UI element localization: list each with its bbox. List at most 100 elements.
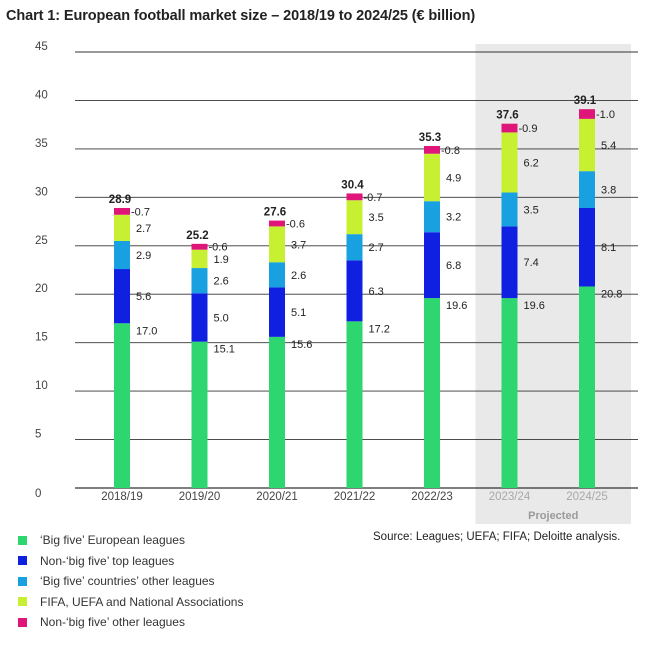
data-label: 6.2 [524, 157, 539, 169]
data-label: 19.6 [446, 300, 467, 312]
data-label: -0.6 [209, 242, 228, 254]
legend-swatch [18, 617, 27, 627]
bar-segment [346, 260, 363, 322]
y-tick-label: 30 [35, 186, 48, 198]
bar-segment [501, 123, 518, 133]
total-label: 39.1 [574, 95, 597, 107]
source-note: Source: Leagues; UEFA; FIFA; Deloitte an… [373, 531, 621, 543]
data-label: 3.7 [291, 239, 306, 251]
legend-item: ‘Big five’ European leagues [18, 530, 243, 551]
bar-segment [424, 232, 440, 299]
bar-segment [579, 118, 595, 172]
total-label: 27.6 [264, 207, 286, 219]
bar-segment [191, 249, 208, 269]
x-tick-label: 2024/25 [566, 491, 608, 503]
projected-band [475, 44, 631, 524]
y-tick-label: 20 [35, 283, 48, 295]
bar-segment [269, 220, 285, 227]
y-tick-label: 10 [35, 380, 48, 392]
data-label: -0.7 [131, 206, 150, 218]
x-tick-label: 2020/21 [256, 491, 298, 503]
y-tick-label: 40 [35, 89, 48, 101]
bar-segment [346, 193, 363, 201]
data-label: 6.3 [369, 286, 384, 298]
bar-segment [114, 240, 130, 270]
legend-label: Non-‘big five’ top leagues [40, 553, 175, 568]
data-label: 5.1 [291, 307, 306, 319]
legend-label: ‘Big five’ countries’ other leagues [40, 574, 215, 589]
data-label: 7.4 [524, 257, 539, 269]
legend-item: FIFA, UEFA and National Associations [18, 592, 243, 613]
data-label: 19.6 [524, 300, 545, 312]
data-label: -0.6 [286, 218, 305, 230]
data-label: 5.0 [214, 312, 229, 324]
data-label: 2.6 [291, 270, 306, 282]
data-label: 3.8 [601, 185, 616, 197]
bar-segment [269, 287, 285, 337]
total-label: 30.4 [341, 179, 364, 191]
data-label: 17.2 [369, 323, 390, 335]
legend-swatch [18, 556, 27, 566]
bar-segment [346, 200, 363, 235]
bar-segment [579, 207, 595, 287]
bar-segment [501, 132, 518, 193]
data-label: 6.8 [446, 260, 461, 272]
data-label: 2.9 [136, 250, 151, 262]
total-label: 35.3 [419, 132, 441, 144]
bar-segment [269, 226, 285, 263]
bar-segment [346, 321, 363, 488]
x-tick-label: 2019/20 [179, 491, 221, 503]
bar-segment [424, 145, 440, 154]
bar-segment [269, 336, 285, 488]
legend-label: FIFA, UEFA and National Associations [40, 594, 244, 609]
y-tick-label: 0 [35, 488, 41, 500]
bar-segment [191, 268, 208, 294]
bar-segment [424, 153, 440, 202]
data-label: -0.9 [519, 123, 538, 135]
bar-segment [191, 293, 208, 342]
data-label: 15.1 [214, 344, 235, 356]
total-label: 28.9 [109, 194, 131, 206]
legend-item: Non-‘big five’ top leagues [18, 551, 243, 572]
bar-segment [579, 171, 595, 208]
data-label: 3.5 [524, 204, 539, 216]
y-tick-label: 25 [35, 235, 48, 247]
bar-segment [501, 298, 518, 488]
chart-legend: ‘Big five’ European leagues Non-‘big fiv… [18, 530, 243, 633]
total-label: 25.2 [186, 230, 208, 242]
data-label: 4.9 [446, 172, 461, 184]
bar-segment [269, 262, 285, 288]
bar-segment [424, 201, 440, 233]
legend-swatch [18, 535, 27, 545]
y-tick-label: 45 [35, 41, 48, 53]
data-label: 8.1 [601, 242, 616, 254]
bar-segment [346, 234, 363, 261]
data-label: 15.6 [291, 339, 312, 351]
data-label: -1.0 [596, 109, 615, 121]
bar-segment [191, 341, 208, 488]
bar-segment [579, 286, 595, 488]
data-label: 17.0 [136, 325, 157, 337]
legend-swatch [18, 576, 27, 586]
x-tick-label: 2023/24 [489, 491, 531, 503]
x-tick-label: 2021/22 [334, 491, 376, 503]
legend-item: Non-‘big five’ other leagues [18, 612, 243, 633]
bar-segment [114, 269, 130, 324]
data-label: 1.9 [214, 254, 229, 266]
bar-segment [114, 214, 130, 241]
bar-segment [424, 298, 440, 488]
data-label: 2.7 [369, 242, 384, 254]
data-label: -0.7 [364, 192, 383, 204]
bar-segment [579, 109, 595, 119]
data-label: 2.7 [136, 223, 151, 235]
legend-label: Non-‘big five’ other leagues [40, 615, 185, 630]
data-label: 3.2 [446, 212, 461, 224]
legend-label: ‘Big five’ European leagues [40, 533, 185, 548]
y-tick-label: 5 [35, 429, 41, 441]
bar-segment [114, 323, 130, 488]
data-label: 5.4 [601, 140, 616, 152]
data-label: 20.8 [601, 288, 622, 300]
y-tick-label: 35 [35, 138, 48, 150]
y-tick-label: 15 [35, 332, 48, 344]
bar-segment [501, 192, 518, 227]
